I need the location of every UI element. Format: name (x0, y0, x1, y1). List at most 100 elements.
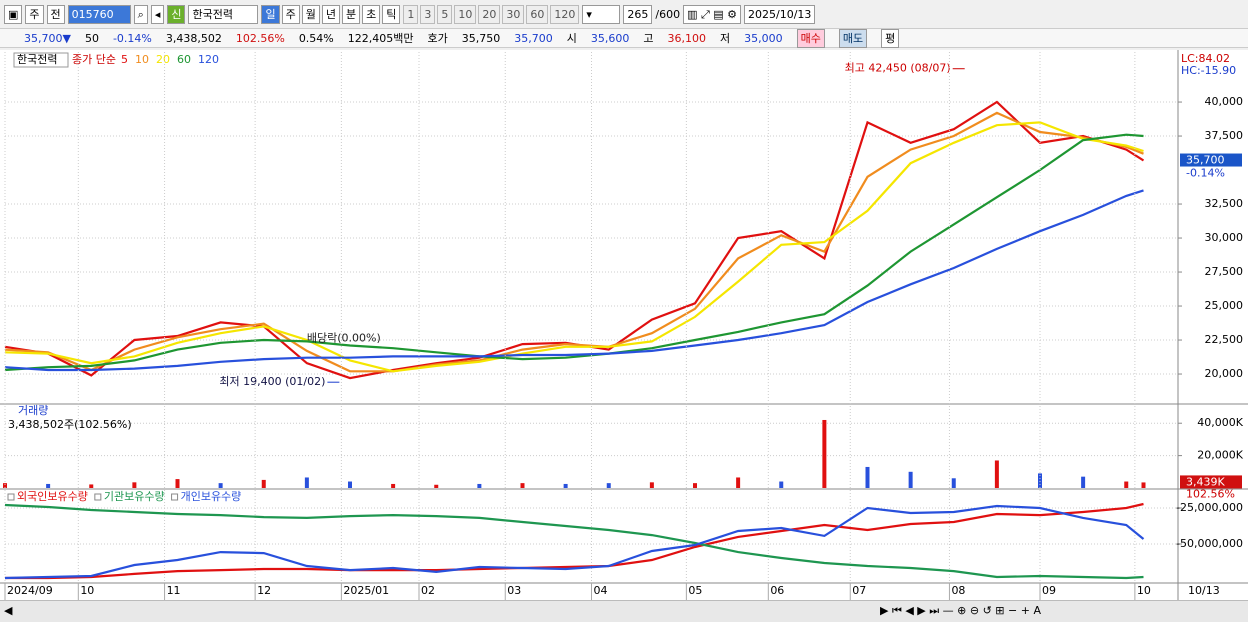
x-tick-label: 11 (167, 584, 181, 597)
market[interactable]: 주 (25, 4, 44, 24)
turnover: 0.54% (298, 31, 334, 45)
y-tick-label: 30,000 (1205, 231, 1244, 244)
volume-bar (563, 483, 568, 488)
count[interactable]: 265 (623, 4, 653, 24)
volume-bar (865, 466, 870, 488)
volume-bar (89, 484, 94, 488)
period-button[interactable]: 분 (341, 4, 361, 24)
prev[interactable]: 전 (46, 4, 65, 24)
x-tick-label: 10 (80, 584, 94, 597)
sound[interactable]: ◂ (150, 4, 165, 24)
scrollbar[interactable]: ◀ ▶ ⏮ ◀ ▶ ⏭ — ⊕ ⊖ ↺ ⊞ − + A (0, 600, 1248, 622)
volume-bar (736, 477, 741, 488)
annotation: 배당락(0.00%) (307, 332, 381, 345)
interval-button[interactable]: 3 (420, 4, 436, 24)
chart-area: 20,000 22,500 25,000 27,500 30,000 32,500 37,5… (0, 50, 1248, 600)
y-tick-label: -50,000,000 (1176, 537, 1243, 550)
interval-button[interactable]: 30 (502, 4, 525, 24)
volume-bar (822, 419, 827, 488)
ask: 35,750 (461, 31, 501, 45)
stock-name: 한국전력 (188, 4, 259, 24)
scroll-left[interactable]: ◀ (4, 604, 13, 617)
last-volume-box (1180, 475, 1242, 489)
hc-label: HC:-15.90 (1181, 64, 1236, 77)
last-ratio: 102.56% (1186, 487, 1235, 500)
period-button[interactable]: 일 (261, 4, 280, 24)
low: 35,000 (744, 31, 783, 45)
interval-button[interactable]: 120 (550, 4, 580, 24)
last-volume: 3,439K (1186, 475, 1225, 488)
interval-button[interactable]: 1 (403, 4, 419, 24)
legend-entry: 외국인보유수량 (17, 490, 88, 503)
period-button[interactable]: 초 (362, 4, 381, 24)
y-tick-label: 40,000 (1205, 95, 1244, 108)
bid-label: 호가 (427, 32, 448, 45)
search[interactable]: ⌕ (133, 4, 148, 24)
interval-button[interactable]: 5 (437, 4, 453, 24)
volume-bar (132, 482, 137, 488)
buy-button[interactable]: 매수 (796, 28, 825, 48)
vol-ratio: 102.56% (235, 31, 285, 45)
volume-bar (520, 483, 525, 488)
period-button[interactable]: 월 (301, 4, 320, 24)
y-tick-label: 32,500 (1205, 197, 1244, 210)
icon[interactable]: ▣ (4, 4, 23, 24)
avg-button[interactable]: 평 (881, 28, 900, 48)
x-tick-label: 07 (852, 584, 866, 597)
volume-bar (606, 483, 611, 488)
volume-bar (175, 479, 180, 488)
tools[interactable]: ▥ ⤢ ▤ ⚙ (683, 4, 741, 24)
legend-entry: 120 (198, 53, 219, 66)
low-label: 저 (720, 32, 731, 45)
y-tick-label: 22,500 (1205, 333, 1244, 346)
volume-bar (218, 483, 223, 488)
legend-entry: 5 (121, 53, 128, 66)
last-change: -0.14% (1186, 167, 1225, 180)
nav-buttons[interactable]: ▶ ⏮ ◀ ▶ ⏭ — ⊕ ⊖ ↺ ⊞ − + A (880, 604, 1041, 617)
volume-bar (3, 483, 7, 488)
volume-bar (649, 482, 654, 488)
stock-label: 한국전력 (17, 53, 57, 66)
blank-select[interactable]: ▾ (582, 4, 621, 24)
info-bar: 35,700▼ 50 -0.14% 3,438,502 102.56% 0.54… (0, 28, 1248, 48)
y-tick-label: 20,000 (1205, 367, 1244, 380)
interval-button[interactable]: 60 (526, 4, 549, 24)
change: 50 (84, 31, 99, 45)
period-button[interactable]: 년 (321, 4, 340, 24)
volume-bar (951, 478, 956, 488)
volume-bar (1081, 476, 1086, 488)
x-tick-label: 03 (507, 584, 521, 597)
label-box (13, 52, 69, 68)
period-button[interactable]: 틱 (382, 4, 401, 24)
volume-bar (908, 471, 913, 488)
period-button[interactable]: 주 (281, 4, 300, 24)
legend-marker (94, 493, 102, 501)
legend-entry: 기관보유수량 (104, 490, 165, 503)
price: 35,700▼ (24, 31, 71, 45)
bid: 35,700 (514, 31, 553, 45)
x-tick-label: 09 (1042, 584, 1056, 597)
interval-button[interactable]: 10 (454, 4, 477, 24)
sell-button[interactable]: 매도 (838, 28, 868, 48)
panel-title: 거래량 (18, 404, 48, 417)
volume-bar (434, 484, 439, 488)
x-tick-label: 06 (770, 584, 784, 597)
legend-marker (171, 493, 179, 501)
volume-bar (1124, 481, 1129, 488)
x-axis-end: 10/13 (1188, 584, 1220, 597)
high: 36,100 (667, 31, 707, 45)
series-line (4, 504, 1145, 580)
code-input[interactable]: 015760 (67, 4, 131, 24)
annotation: 최고 42,450 (08/07) (845, 62, 951, 75)
volume-bar (779, 481, 784, 488)
y-tick-label: 37,500 (1205, 129, 1244, 142)
rate: -0.14% (112, 31, 152, 45)
intervals: 1 3 5 10 20 30 60 120 (403, 4, 580, 24)
volume-bar (1141, 482, 1146, 488)
interval-button[interactable]: 20 (478, 4, 501, 24)
date[interactable]: 2025/10/13 (744, 4, 816, 24)
x-tick-label: 02 (421, 584, 435, 597)
last-price: 35,700 (1186, 154, 1225, 167)
new-badge: 신 (167, 4, 186, 24)
